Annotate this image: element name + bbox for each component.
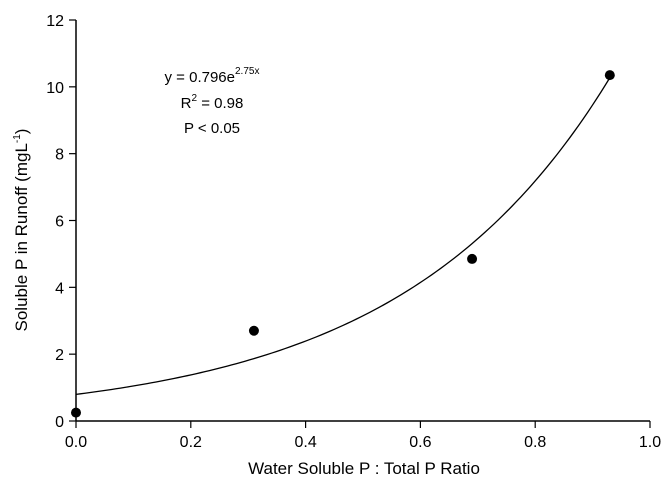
y-tick-label: 6 [55, 214, 64, 231]
axes [75, 20, 650, 422]
fit-curve [75, 77, 611, 396]
y-axis-title-close: ) [12, 129, 31, 135]
equation-annotation: y = 0.796e2.75x [165, 66, 260, 86]
y-tick-label: 4 [55, 280, 64, 297]
data-point [604, 70, 615, 81]
x-ticks: 0.0 0.2 0.4 0.6 0.8 1.0 [65, 421, 661, 451]
y-ticks: 0 2 4 6 8 10 12 [46, 13, 76, 431]
data-point [467, 253, 478, 264]
y-axis-title-main: Soluble P in Runoff (mgL [12, 143, 31, 331]
y-tick-label: 10 [46, 80, 64, 97]
x-tick-label: 0.2 [180, 434, 202, 451]
equation-exponent: 2.75x [235, 66, 259, 77]
y-tick-label: 8 [55, 147, 64, 164]
x-tick-label: 1.0 [639, 434, 661, 451]
x-tick-label: 0.6 [409, 434, 431, 451]
data-point [248, 325, 259, 336]
y-axis-title: Soluble P in Runoff (mgL-1) [12, 129, 31, 332]
x-tick-label: 0.4 [294, 434, 316, 451]
r-squared-label: R [181, 95, 192, 112]
r-squared-annotation: R2 = 0.98 [181, 93, 244, 112]
y-tick-label: 12 [46, 13, 64, 30]
x-axis-title: Water Soluble P : Total P Ratio [248, 459, 480, 478]
p-value-annotation: P < 0.05 [184, 120, 240, 137]
data-points [71, 70, 615, 418]
r-squared-value: = 0.98 [197, 95, 243, 112]
r-squared-sup: 2 [191, 93, 197, 104]
y-tick-label: 0 [55, 414, 64, 431]
y-axis-title-sup: -1 [12, 134, 23, 143]
y-tick-label: 2 [55, 347, 64, 364]
x-tick-label: 0.8 [524, 434, 546, 451]
data-point [71, 407, 81, 418]
equation-base: y = 0.796e [165, 69, 235, 86]
x-tick-label: 0.0 [65, 434, 87, 451]
